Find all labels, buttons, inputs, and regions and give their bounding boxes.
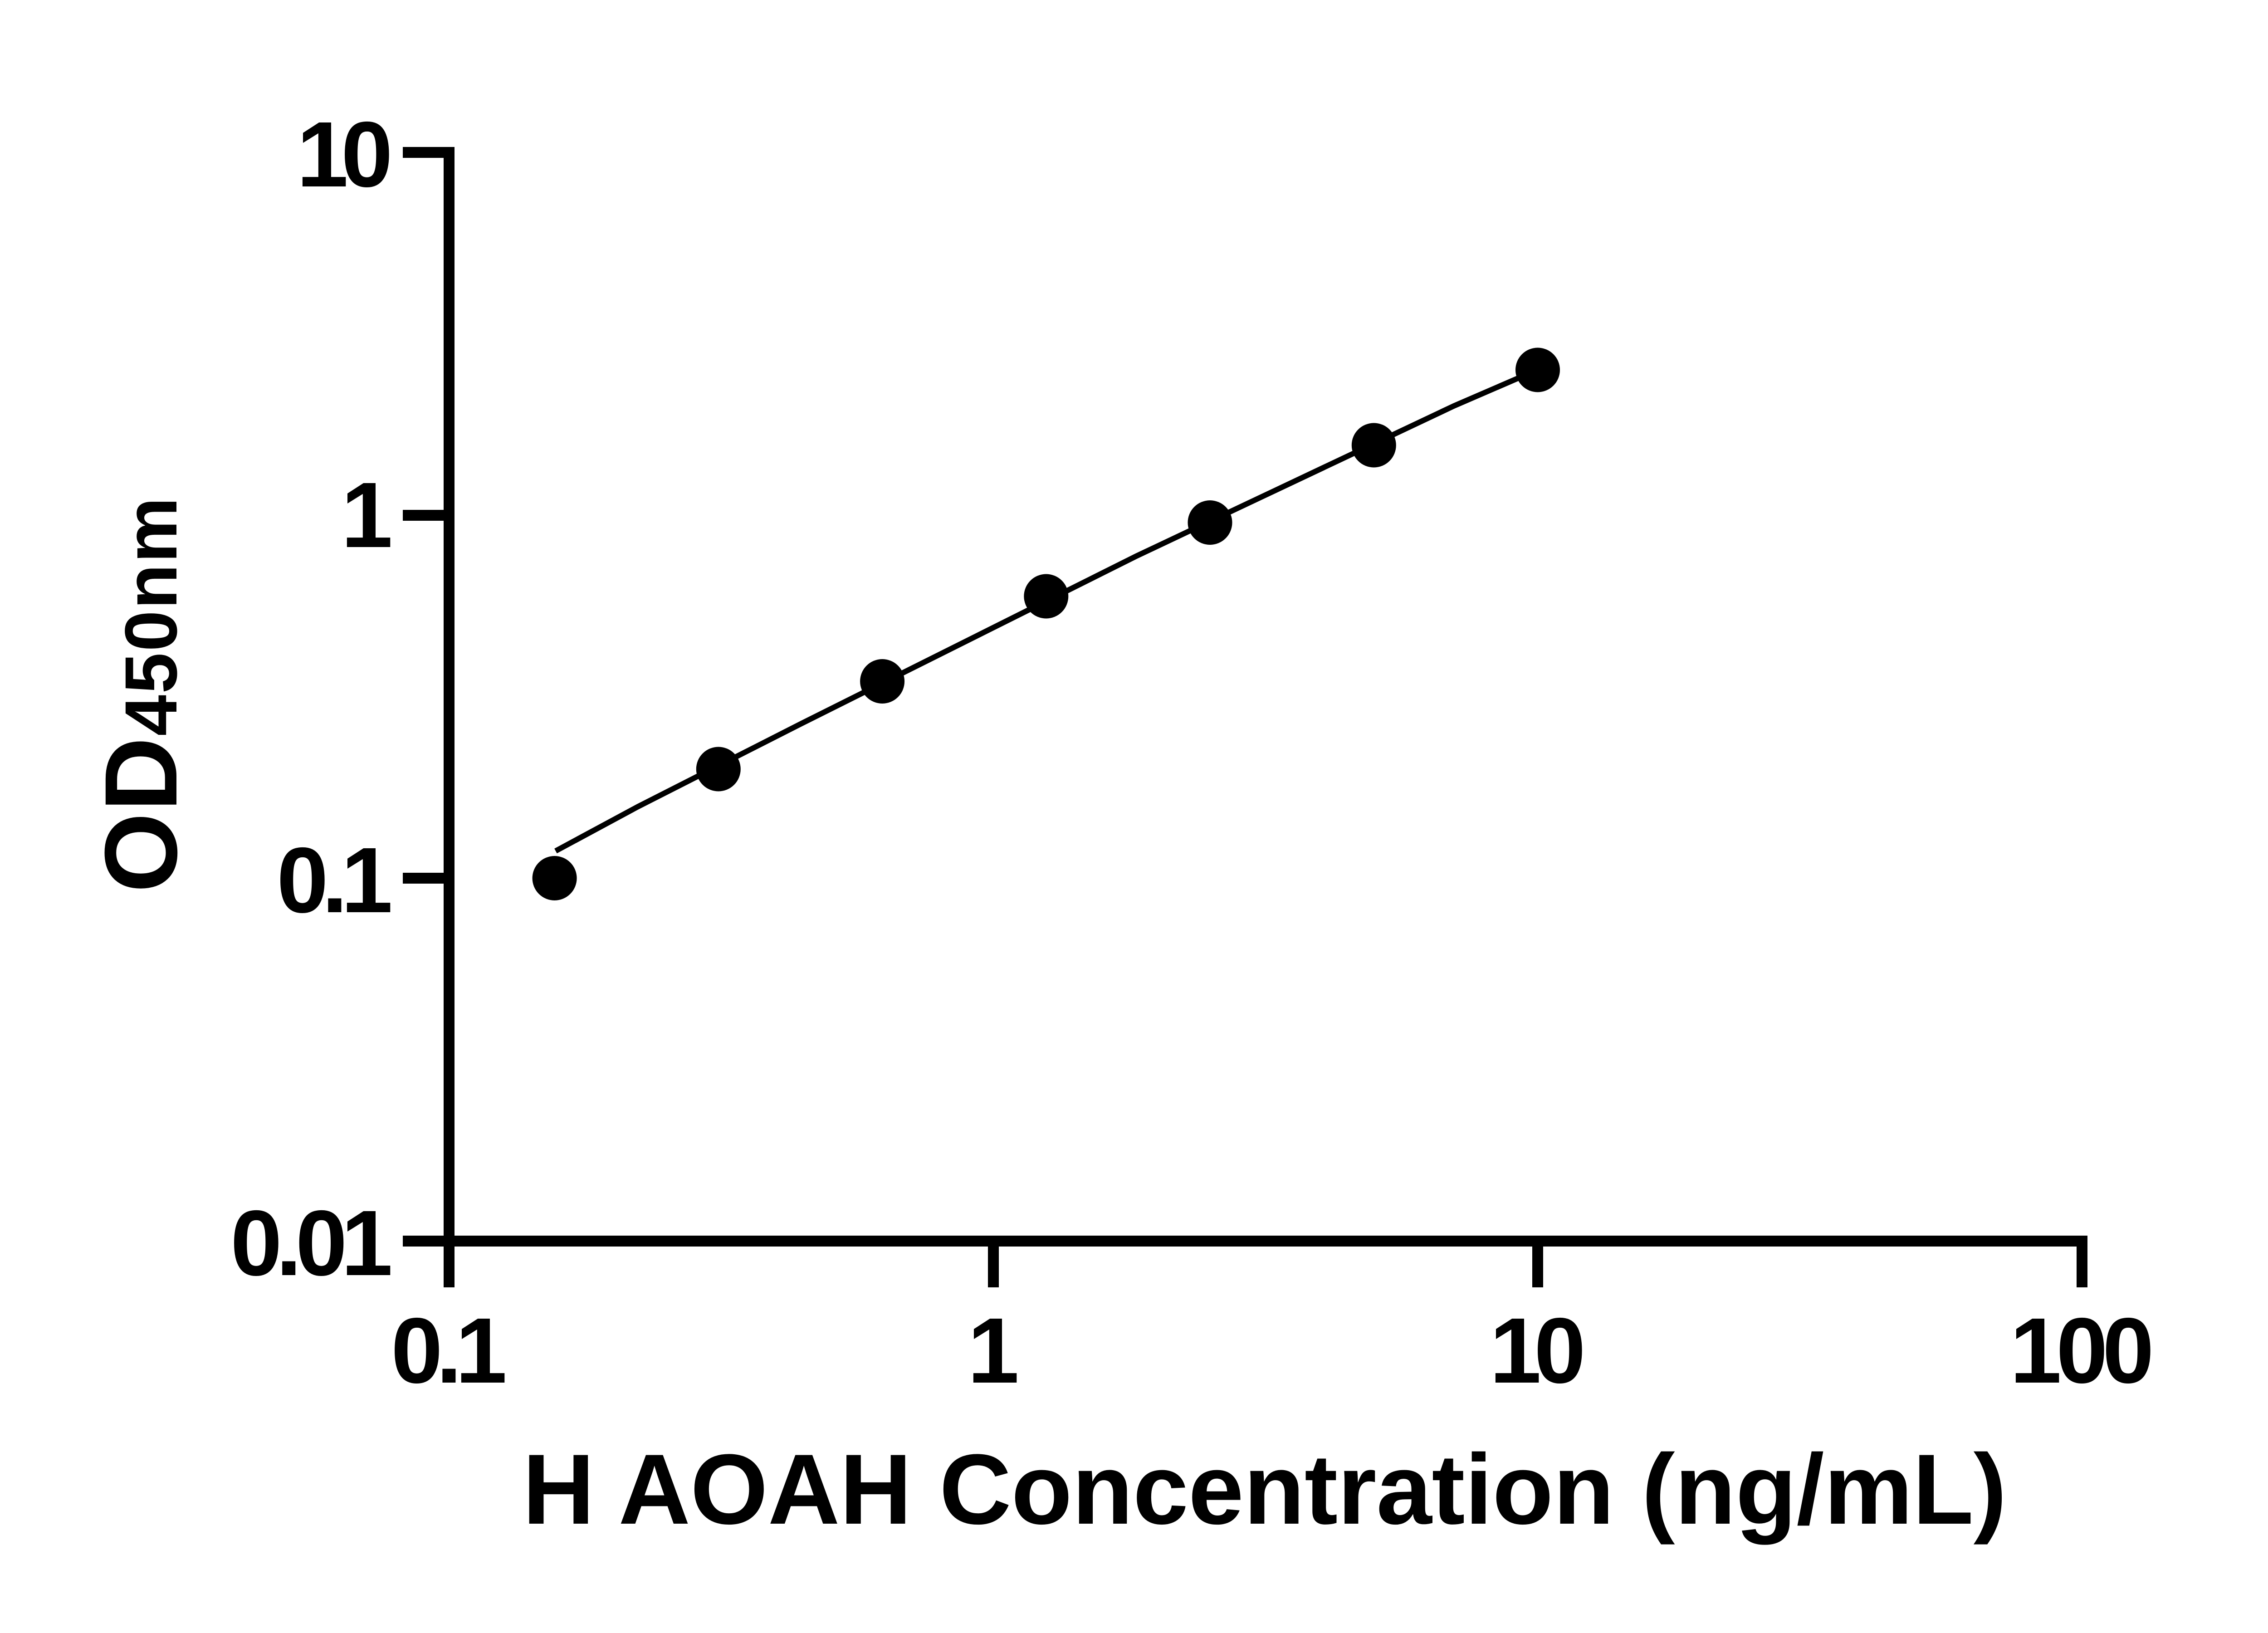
svg-text:0.1: 0.1 (277, 828, 393, 932)
svg-text:1: 1 (968, 1299, 1019, 1403)
svg-text:H AOAH Concentration (ng/mL): H AOAH Concentration (ng/mL) (523, 1433, 2007, 1545)
svg-text:10: 10 (297, 103, 393, 206)
svg-text:10: 10 (1490, 1299, 1586, 1403)
svg-text:0.1: 0.1 (391, 1299, 507, 1403)
svg-text:100: 100 (2010, 1299, 2154, 1403)
svg-text:1: 1 (341, 463, 393, 567)
svg-text:0.01: 0.01 (230, 1191, 393, 1295)
